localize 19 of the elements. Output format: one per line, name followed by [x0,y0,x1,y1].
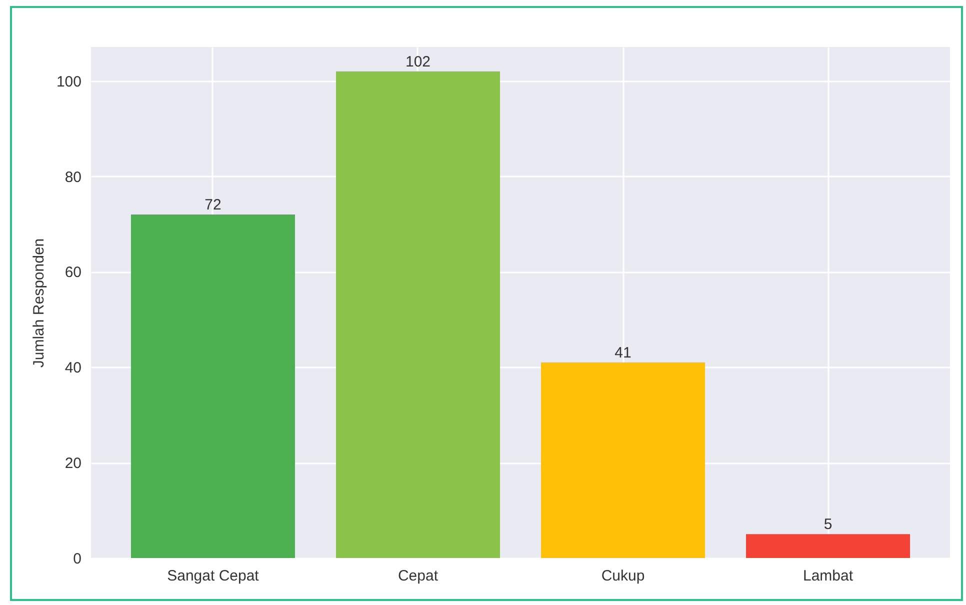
y-tick-label: 40 [64,360,82,377]
bar [541,362,706,558]
y-tick-label: 100 [56,73,82,90]
y-tick-label: 80 [64,168,82,186]
bar [336,71,500,558]
y-tick-label: 20 [64,455,82,472]
data-label: 5 [824,516,832,534]
bar [130,214,295,558]
data-label: 41 [614,344,632,362]
x-tick-label: Cukup [601,568,645,584]
data-label: 72 [204,196,222,214]
x-tick-label: Sangat Cepat [167,568,260,584]
x-tick-label: Cepat [398,568,439,584]
data-label: 102 [405,53,431,70]
x-tick-label: Lambat [802,568,854,584]
y-tick-label: 0 [73,550,82,568]
y-tick-label: 60 [64,264,82,282]
bar [746,534,910,558]
y-axis-title: Jumlah Responden [30,238,48,368]
